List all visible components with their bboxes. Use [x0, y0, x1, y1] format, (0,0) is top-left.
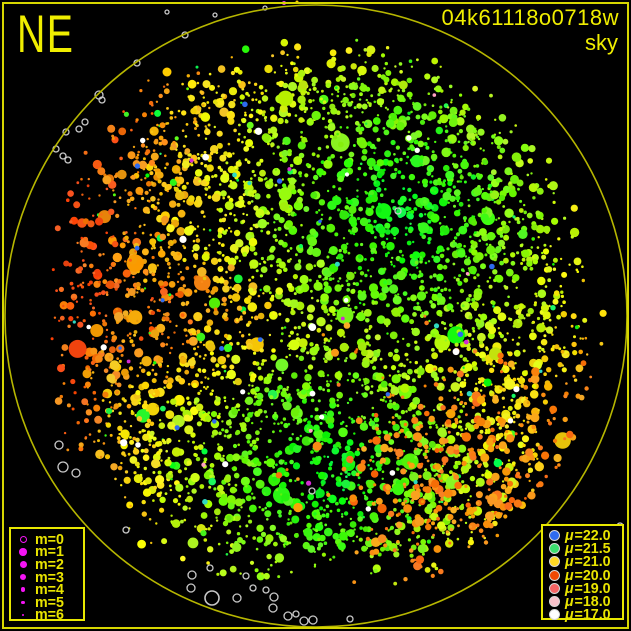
- mu-value: =22.0: [574, 527, 611, 545]
- magnitude-marker-icon: [21, 600, 25, 605]
- magnitude-marker-cell: [11, 600, 35, 605]
- star-field: [50, 38, 607, 586]
- magnitude-legend-row: m=6: [11, 606, 83, 624]
- mu-legend-row: μ=22.0: [543, 528, 622, 543]
- magnitude-legend-row: m=1: [11, 543, 83, 561]
- edge-dots: [162, 0, 299, 77]
- mu-value: =17.0: [574, 606, 611, 624]
- mu-color-dot-icon: [549, 569, 560, 581]
- magnitude-marker-icon: [19, 560, 27, 568]
- magnitude-marker-cell: [11, 574, 35, 581]
- mu-legend-row: μ=19.0: [543, 581, 622, 596]
- mu-value: =20.0: [574, 566, 611, 584]
- mu-color-dot-icon: [549, 556, 560, 568]
- mu-legend-row: μ=17.0: [543, 607, 622, 622]
- magnitude-marker-cell: [11, 548, 35, 556]
- magnitude-marker-cell: [11, 535, 35, 543]
- mu-color-dot-icon: [549, 596, 560, 608]
- mu-value: =18.0: [574, 593, 611, 611]
- plot-subtitle: sky: [585, 30, 618, 55]
- magnitude-legend-row: m=5: [11, 593, 83, 611]
- mu-symbol: μ: [565, 527, 574, 545]
- magnitude-legend-row: m=0: [11, 530, 83, 548]
- magnitude-legend-row: m=3: [11, 568, 83, 586]
- magnitude-marker-icon: [19, 548, 27, 556]
- magnitude-marker-icon: [19, 535, 27, 543]
- magnitude-label: m=5: [35, 593, 64, 611]
- mu-label: μ=17.0: [565, 607, 611, 622]
- magnitude-label: m=0: [35, 530, 64, 548]
- orientation-label: NE: [17, 5, 75, 64]
- magnitude-label: m=1: [35, 543, 64, 561]
- mu-label: μ=21.0: [565, 554, 611, 569]
- mu-symbol: μ: [565, 579, 574, 597]
- magnitude-legend-row: m=4: [11, 581, 83, 599]
- mu-legend-row: μ=21.5: [543, 541, 622, 556]
- mu-label: μ=18.0: [565, 594, 611, 609]
- mu-symbol: μ: [565, 593, 574, 611]
- magnitude-label: m=6: [35, 606, 64, 624]
- mu-legend: μ=22.0 μ=21.5 μ=21.0 μ=20.0 μ=19.0 μ=18.…: [541, 524, 624, 622]
- mu-symbol: μ: [565, 553, 574, 571]
- mu-legend-row: μ=18.0: [543, 594, 622, 609]
- mu-color-dot-icon: [549, 530, 560, 542]
- mu-value: =21.0: [574, 553, 611, 571]
- mu-label: μ=20.0: [565, 568, 611, 583]
- magnitude-marker-icon: [20, 574, 26, 581]
- magnitude-label: m=3: [35, 568, 64, 586]
- mu-symbol: μ: [565, 540, 574, 558]
- mu-color-dot-icon: [549, 543, 560, 555]
- mu-legend-row: μ=21.0: [543, 554, 622, 569]
- mu-label: μ=19.0: [565, 581, 611, 596]
- mu-color-dot-icon: [549, 609, 560, 621]
- magnitude-marker-cell: [11, 587, 35, 592]
- magnitude-label: m=4: [35, 581, 64, 599]
- magnitude-marker-icon: [21, 613, 25, 617]
- magnitude-marker-icon: [20, 587, 26, 592]
- mu-color-dot-icon: [549, 582, 560, 594]
- mu-label: μ=21.5: [565, 541, 611, 556]
- magnitude-marker-cell: [11, 613, 35, 617]
- mu-label: μ=22.0: [565, 528, 611, 543]
- magnitude-legend-row: m=2: [11, 555, 83, 573]
- mu-symbol: μ: [565, 566, 574, 584]
- mu-value: =19.0: [574, 579, 611, 597]
- magnitude-legend: m=0 m=1 m=2 m=3 m=4 m=5 m=6: [9, 527, 85, 624]
- magnitude-marker-cell: [11, 560, 35, 568]
- magnitude-label: m=2: [35, 555, 64, 573]
- mu-value: =21.5: [574, 540, 611, 558]
- mu-symbol: μ: [565, 606, 574, 624]
- mu-legend-row: μ=20.0: [543, 568, 622, 583]
- plot-title: 04k61118o0718w: [441, 5, 619, 30]
